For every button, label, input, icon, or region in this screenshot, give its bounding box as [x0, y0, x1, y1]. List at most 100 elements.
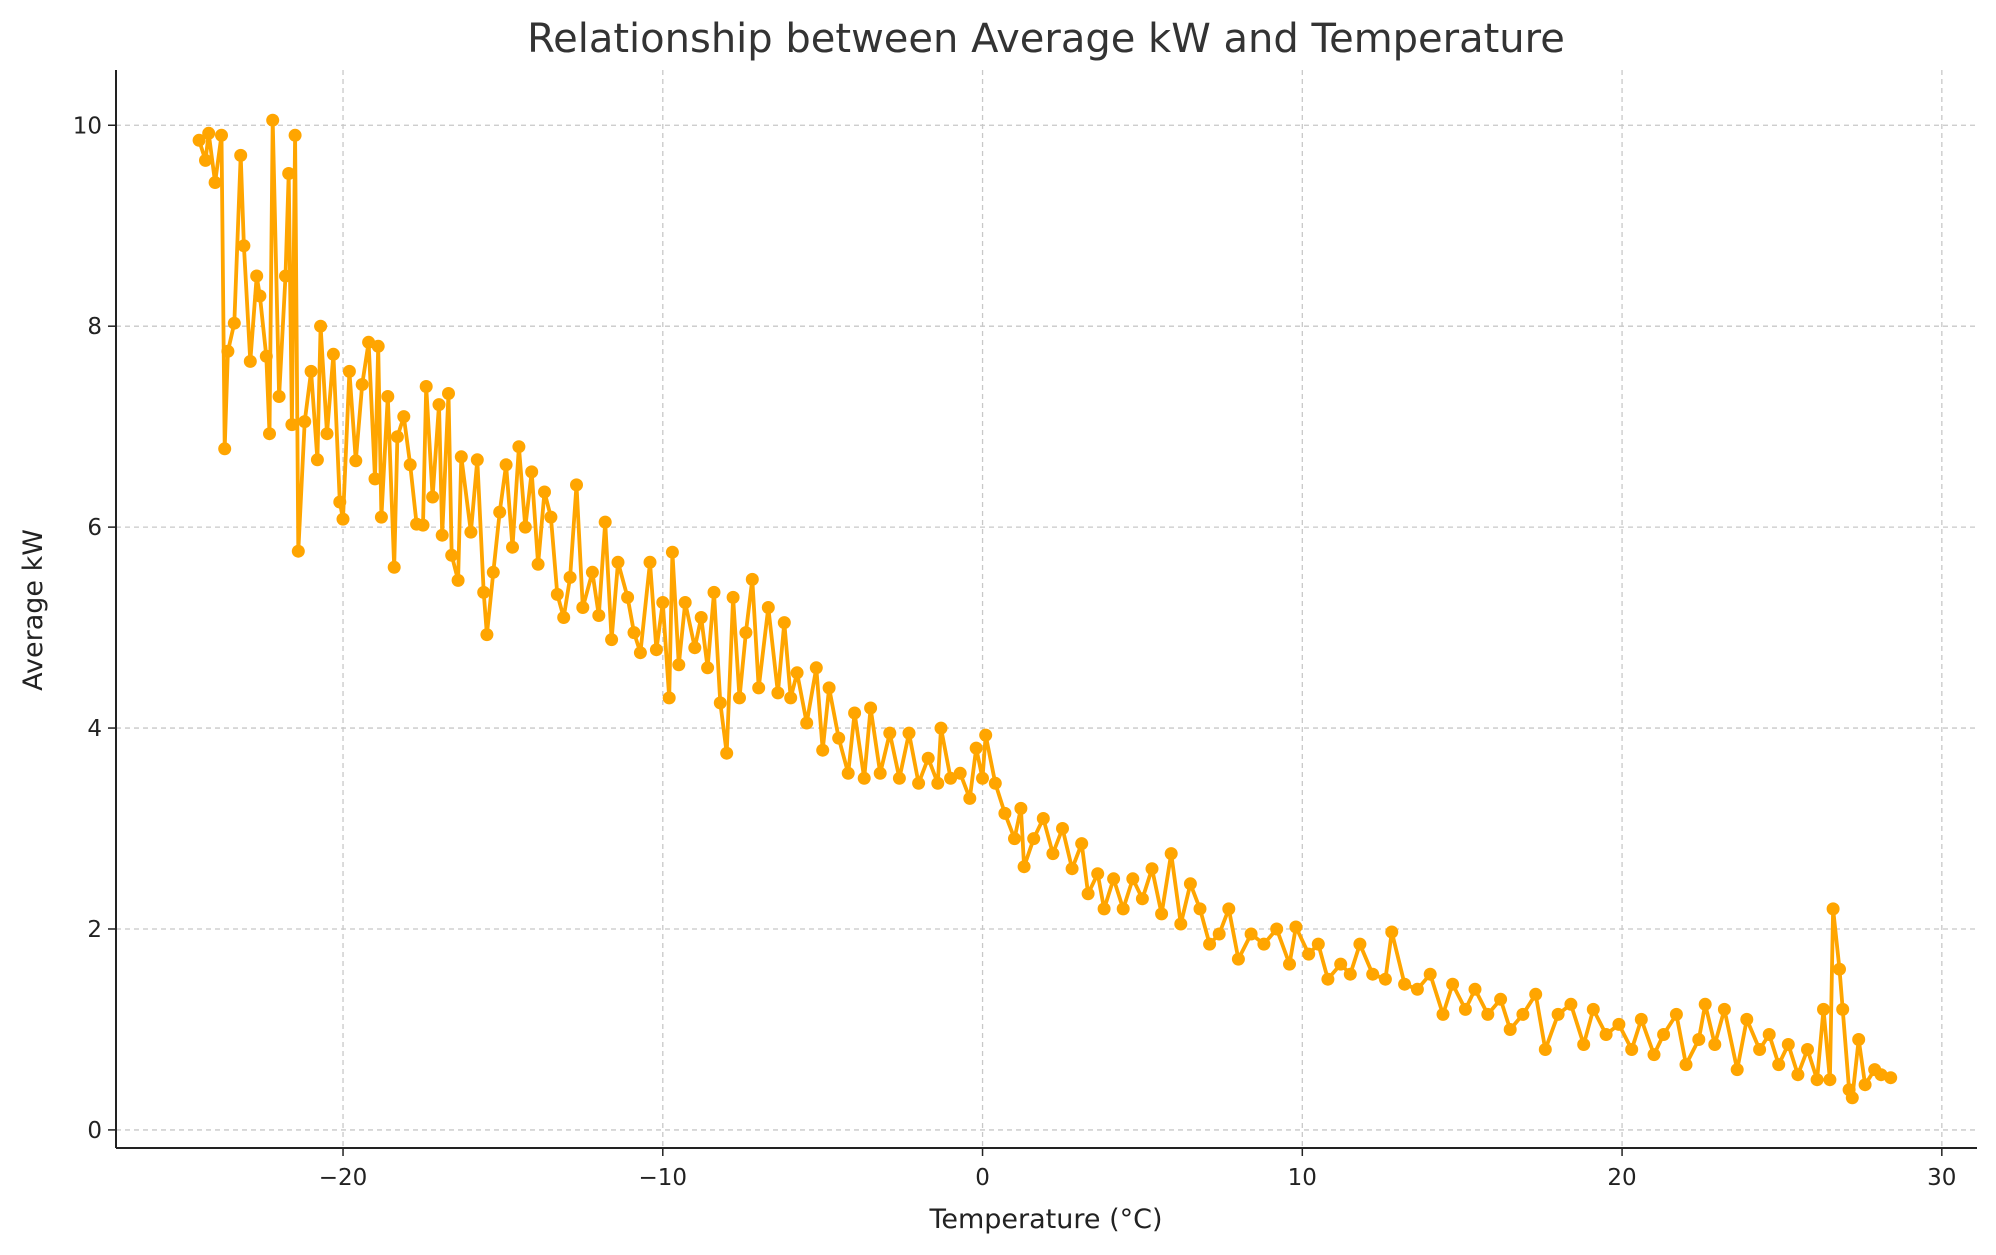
series-line: [192, 113, 1898, 1105]
data-point: [1551, 1007, 1565, 1021]
data-point: [953, 766, 967, 780]
data-point: [1586, 1002, 1600, 1016]
data-point: [435, 528, 449, 542]
data-point: [451, 573, 465, 587]
x-axis-label: Temperature (°C): [928, 1204, 1162, 1235]
data-point: [1516, 1007, 1530, 1021]
data-point: [777, 616, 791, 630]
data-point: [1772, 1058, 1786, 1072]
data-point: [279, 269, 292, 283]
data-point: [665, 545, 679, 559]
data-point: [1423, 967, 1437, 981]
data-point: [598, 515, 612, 529]
data-point: [662, 691, 676, 705]
data-point: [1647, 1048, 1661, 1062]
data-point: [1321, 972, 1335, 986]
data-point: [486, 565, 500, 579]
data-point: [1334, 957, 1348, 971]
data-point: [1717, 1002, 1731, 1016]
data-point: [988, 776, 1002, 790]
y-tick-label: 0: [87, 1118, 102, 1144]
data-point: [368, 472, 382, 486]
data-point: [272, 390, 286, 403]
data-point: [1503, 1023, 1517, 1036]
data-point: [336, 512, 350, 526]
data-point: [1708, 1038, 1722, 1051]
data-point: [611, 555, 625, 569]
data-point: [998, 806, 1012, 820]
data-point: [1212, 927, 1226, 941]
data-point: [1244, 927, 1258, 941]
data-point: [627, 626, 641, 640]
data-point: [342, 364, 356, 378]
data-point: [282, 167, 296, 180]
data-point: [333, 495, 347, 509]
grid: [116, 70, 1977, 1148]
data-point: [745, 572, 759, 586]
data-point: [694, 611, 708, 624]
data-point: [1145, 862, 1159, 876]
data-point: [1564, 997, 1578, 1011]
data-point: [1065, 862, 1079, 876]
data-point: [557, 611, 571, 624]
data-point: [1599, 1028, 1613, 1041]
data-point: [285, 418, 299, 432]
data-point: [921, 751, 935, 765]
data-point: [771, 686, 785, 700]
data-point: [445, 548, 459, 562]
data-point: [477, 585, 491, 599]
data-point: [320, 427, 334, 441]
data-point: [944, 771, 958, 785]
x-tick-label: −20: [319, 1165, 368, 1191]
data-point: [1257, 937, 1271, 951]
data-point: [314, 319, 328, 333]
data-point: [892, 771, 906, 785]
data-point: [816, 743, 830, 757]
data-point: [864, 701, 878, 715]
data-point: [199, 153, 212, 167]
data-point: [1183, 877, 1197, 891]
data-point: [1833, 962, 1846, 976]
data-point: [822, 681, 836, 695]
data-point: [1343, 967, 1357, 981]
data-point: [643, 555, 657, 569]
data-point: [1027, 832, 1041, 846]
y-tick-label: 10: [73, 113, 102, 139]
data-point: [739, 626, 753, 640]
data-point: [570, 478, 583, 492]
data-point: [1046, 847, 1060, 861]
data-point: [969, 741, 983, 755]
data-point: [934, 721, 948, 735]
data-point: [253, 289, 267, 303]
data-point: [1810, 1073, 1824, 1087]
data-point: [464, 525, 478, 539]
y-tick-label: 4: [87, 716, 102, 742]
data-point: [726, 590, 740, 604]
data-point: [585, 565, 599, 579]
data-point: [1056, 822, 1069, 835]
data-point: [1753, 1043, 1767, 1056]
data-point: [1289, 920, 1303, 934]
data-point: [1781, 1038, 1795, 1051]
data-point: [1410, 982, 1424, 996]
data-point: [707, 585, 721, 599]
data-point: [1378, 972, 1392, 986]
data-point: [976, 771, 989, 785]
data-point: [288, 128, 302, 142]
data-point: [419, 380, 433, 393]
data-point: [1698, 997, 1712, 1011]
data-point: [857, 771, 871, 785]
data-point: [304, 364, 318, 378]
data-point: [1634, 1012, 1648, 1026]
x-tick-label: −10: [639, 1165, 688, 1191]
series-polyline: [197, 118, 1892, 1100]
data-point: [841, 766, 855, 780]
x-tick-label: 20: [1607, 1165, 1636, 1191]
y-tick-label: 6: [87, 515, 102, 541]
data-point: [218, 442, 232, 456]
data-point: [1398, 977, 1412, 991]
data-point: [480, 628, 494, 642]
data-point: [1740, 1012, 1754, 1026]
data-point: [979, 728, 993, 742]
data-point: [672, 658, 686, 672]
